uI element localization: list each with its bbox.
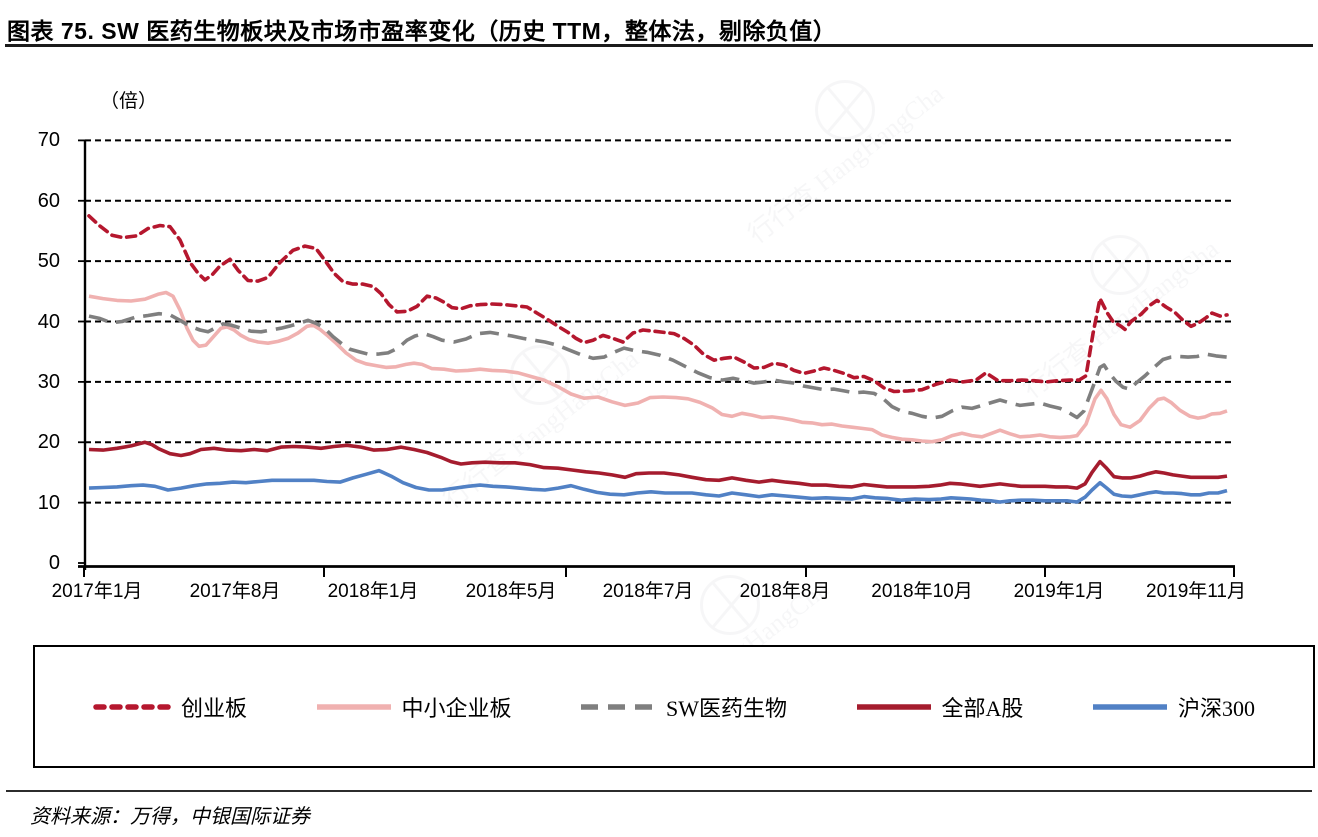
- legend-label: 中小企业板: [401, 695, 512, 721]
- legend-label: 沪深300: [1177, 695, 1255, 721]
- figure-title: 图表 75. SW 医药生物板块及市场市盈率变化（历史 TTM，整体法，剔除负值…: [7, 18, 837, 44]
- legend-items: 创业板 中小企业板 SW医药生物 全部A股 沪深300: [35, 647, 1313, 766]
- footer-divider: [6, 790, 1312, 792]
- y-tick-label: 50: [37, 250, 60, 273]
- x-tick-label: 2019年1月: [1013, 581, 1105, 602]
- legend-box: 创业板 中小企业板 SW医药生物 全部A股 沪深300: [33, 645, 1315, 768]
- x-tick-label: 2018年10月: [871, 581, 973, 602]
- legend-label: 创业板: [181, 695, 248, 721]
- series-line-沪深300: [88, 468, 1228, 504]
- series-line-创业板: [87, 214, 1229, 394]
- y-tick-label: 60: [37, 189, 60, 212]
- y-tick-label: 0: [48, 552, 60, 574]
- y-tick-label: 20: [37, 431, 60, 454]
- legend-swatch-icon: [856, 703, 931, 710]
- x-tick-label: 2017年1月: [51, 581, 143, 602]
- y-tick-label: 70: [37, 129, 60, 152]
- legend-item: SW医药生物: [578, 691, 787, 723]
- y-axis-unit-label: （倍）: [100, 91, 158, 112]
- x-tick-label: 2018年1月: [327, 581, 419, 602]
- x-tick-label: 2018年7月: [602, 581, 694, 602]
- y-tick-label: 30: [37, 370, 60, 393]
- legend-swatch-icon: [93, 703, 173, 710]
- legend-swatch-icon: [316, 703, 391, 710]
- legend-swatch-icon: [581, 703, 656, 710]
- series-line-全部A股: [88, 440, 1228, 490]
- series-line-SW医药生物: [88, 311, 1228, 420]
- legend-item: 创业板: [93, 691, 247, 723]
- legend-label: 全部A股: [941, 695, 1024, 721]
- x-tick-label: 2018年5月: [465, 581, 557, 602]
- x-tick-label: 2017年8月: [189, 581, 281, 602]
- legend-item: 中小企业板: [314, 691, 512, 723]
- legend-item: 全部A股: [854, 691, 1024, 723]
- y-tick-label: 10: [37, 491, 60, 514]
- legend-swatch-icon: [1092, 703, 1167, 710]
- chart-canvas: [78, 139, 1235, 577]
- y-tick-label: 40: [37, 310, 60, 333]
- source-note: 资料来源：万得，中银国际证券: [30, 806, 310, 828]
- legend-label: SW医药生物: [666, 695, 788, 721]
- x-tick-label: 2018年8月: [739, 581, 831, 602]
- series-line-中小企业板: [88, 290, 1228, 444]
- title-divider: [5, 44, 1313, 47]
- x-tick-label: 2019年11月: [1146, 581, 1246, 602]
- legend-item: 沪深300: [1090, 691, 1255, 723]
